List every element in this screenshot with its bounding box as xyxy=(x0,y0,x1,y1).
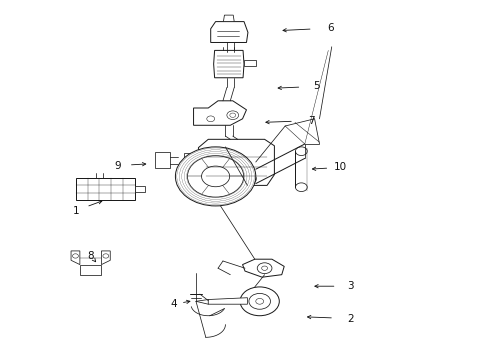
Polygon shape xyxy=(243,259,284,277)
Polygon shape xyxy=(76,178,135,200)
Circle shape xyxy=(188,156,244,197)
Circle shape xyxy=(257,263,272,274)
Polygon shape xyxy=(184,153,198,160)
Text: 10: 10 xyxy=(334,162,347,172)
Polygon shape xyxy=(71,251,80,265)
Circle shape xyxy=(201,166,230,187)
Circle shape xyxy=(103,254,109,258)
Circle shape xyxy=(239,172,256,185)
Polygon shape xyxy=(244,60,256,66)
Circle shape xyxy=(227,111,239,120)
Text: 8: 8 xyxy=(87,251,94,261)
Polygon shape xyxy=(198,139,274,185)
Circle shape xyxy=(230,113,236,117)
Text: 4: 4 xyxy=(171,299,177,309)
Text: 1: 1 xyxy=(73,206,79,216)
Polygon shape xyxy=(101,251,110,265)
Text: 7: 7 xyxy=(308,116,315,126)
Polygon shape xyxy=(80,265,101,275)
Polygon shape xyxy=(155,152,170,168)
Circle shape xyxy=(211,175,220,183)
Polygon shape xyxy=(211,22,248,42)
Circle shape xyxy=(73,254,78,258)
Circle shape xyxy=(249,293,270,309)
Circle shape xyxy=(256,298,264,304)
Circle shape xyxy=(244,176,251,182)
Circle shape xyxy=(207,116,215,122)
Circle shape xyxy=(262,266,268,270)
Text: 2: 2 xyxy=(347,314,354,324)
Text: 5: 5 xyxy=(313,81,319,91)
Polygon shape xyxy=(208,298,247,304)
Polygon shape xyxy=(194,101,246,125)
Text: 6: 6 xyxy=(327,23,334,33)
Text: 9: 9 xyxy=(114,161,121,171)
Circle shape xyxy=(240,287,279,316)
Polygon shape xyxy=(135,186,145,192)
Text: 3: 3 xyxy=(347,281,354,291)
Polygon shape xyxy=(214,50,244,78)
Polygon shape xyxy=(223,15,234,22)
Circle shape xyxy=(175,147,256,206)
